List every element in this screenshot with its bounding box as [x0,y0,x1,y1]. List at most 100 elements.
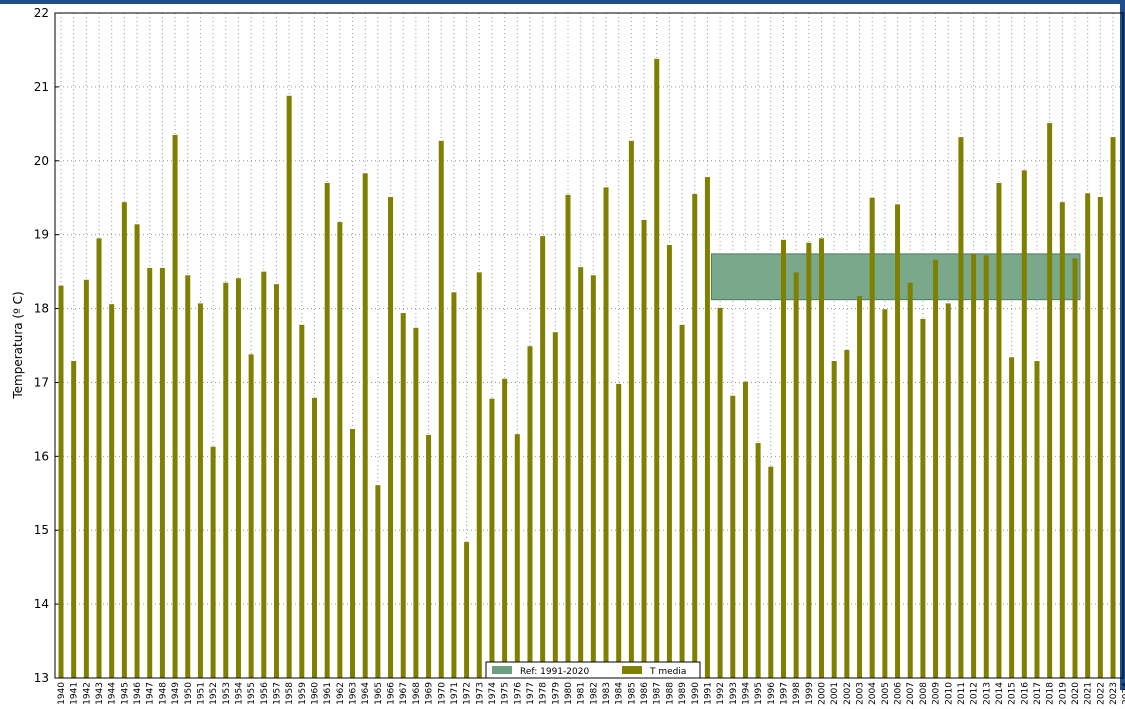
y-tick-label: 15 [34,523,49,537]
bar [793,272,799,678]
bar [1034,361,1040,678]
x-tick-label: 2020 [1071,682,1081,705]
bar [717,307,723,678]
y-tick-label: 14 [34,597,49,611]
x-tick-label: 1972 [463,682,473,705]
bar [971,253,977,678]
bar [1047,123,1053,679]
bar [109,304,115,678]
y-tick-label: 19 [34,228,49,242]
y-axis-label: Temperatura (º C) [11,291,25,399]
bar [654,58,660,679]
x-tick-label: 1944 [108,682,118,705]
bar [1097,196,1103,678]
bar [388,196,394,678]
x-tick-label: 1994 [741,682,751,705]
bar [312,397,317,678]
x-tick-label: 1981 [577,682,587,705]
bar [692,194,698,678]
x-tick-label: 2010 [944,682,954,705]
bar [438,140,444,679]
bar [502,378,508,678]
x-tick-label: 1970 [437,682,447,705]
bar [185,275,191,678]
x-tick-label: 2004 [868,682,878,705]
x-tick-label: 1965 [374,682,384,705]
x-tick-label: 1990 [691,682,701,705]
bar [83,279,89,678]
bar [197,303,203,678]
x-tick-label: 1963 [349,682,359,705]
x-tick-label: 2015 [1008,682,1018,705]
bar [552,332,558,678]
bar [172,134,178,678]
bar [476,272,482,678]
bar [426,434,432,678]
x-tick-label: 1966 [387,682,397,705]
x-tick-label: 1995 [754,682,764,705]
bar [273,284,279,678]
x-tick-label: 2006 [894,682,904,705]
bar [134,224,140,679]
x-tick-label: 1948 [158,682,168,705]
x-tick-label: 1962 [336,682,346,705]
x-tick-label: 1971 [450,682,460,705]
x-tick-label: 1991 [703,682,713,705]
x-tick-label: 1946 [133,682,143,705]
x-tick-label: 1953 [222,682,232,705]
x-tick-label: 2000 [818,682,828,705]
x-tick-label: 1993 [729,682,739,705]
y-tick-label: 16 [34,449,49,463]
bar [590,275,596,678]
x-tick-label: 1984 [615,682,625,705]
x-tick-label: 1979 [551,682,561,705]
x-tick-label: 1973 [475,682,485,705]
bar [337,222,343,678]
bar [768,466,774,678]
bar [780,239,786,679]
bar [286,95,292,678]
bar [299,324,305,678]
bar [1110,137,1116,679]
bar [489,398,495,678]
bar [565,194,571,678]
bar [362,173,368,679]
x-tick-label: 1950 [184,682,194,705]
x-tick-label: 2017 [1033,682,1043,705]
bar [578,267,584,678]
bar [933,259,939,678]
bar [248,354,254,678]
x-tick-label: 2023 [1109,682,1119,705]
x-tick-label: 1982 [589,682,599,705]
x-tick-label: 2011 [957,682,967,705]
x-tick-label: 1998 [792,682,802,705]
x-tick-label: 1976 [513,682,523,705]
bar [527,346,533,678]
bar [375,485,381,678]
bar [121,202,127,678]
bar [147,267,153,678]
bar [983,255,989,678]
x-tick-label: 1986 [640,682,650,705]
x-tick-label: 1989 [678,682,688,705]
x-tick-label: 1951 [196,682,206,705]
bar [603,187,609,678]
x-tick-label: 1987 [653,682,663,705]
bar [819,238,824,678]
bar [996,182,1002,678]
bar [806,242,812,679]
bar [1059,202,1065,678]
x-tick-label: 1952 [209,682,219,705]
bar [755,443,761,678]
bar [869,197,875,678]
x-tick-label: 2016 [1020,682,1030,705]
x-tick-label: 2014 [995,682,1005,705]
bar [882,309,888,678]
bar [464,542,470,678]
bar [1021,170,1027,678]
x-tick-label: 2007 [906,682,916,705]
x-tick-label: 1947 [146,682,156,705]
x-tick-label: 1985 [627,682,637,705]
bar [945,303,951,678]
